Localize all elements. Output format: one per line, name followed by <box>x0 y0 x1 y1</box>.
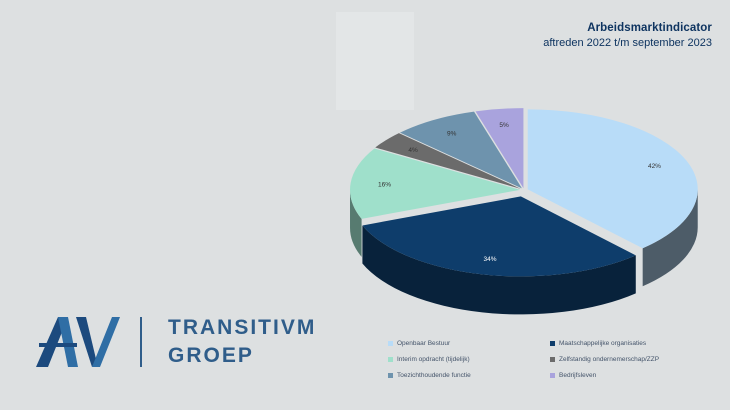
pie-slice-0 <box>527 109 698 249</box>
pie-data-label-3: 4% <box>408 147 418 154</box>
legend-label: Bedrijfsleven <box>559 372 597 379</box>
chart-legend: Openbaar Bestuur Maatschappelijke organis… <box>388 340 718 379</box>
title-block: Arbeidsmarktindicator aftreden 2022 t/m … <box>543 22 712 49</box>
legend-item: Zelfstandig ondernemerschap/ZZP <box>550 356 710 363</box>
legend-item: Bedrijfsleven <box>550 372 710 379</box>
pie-slice-5 <box>475 108 524 189</box>
pie-data-label-1: 34% <box>484 256 497 263</box>
chart-subtitle: aftreden 2022 t/m september 2023 <box>543 37 712 49</box>
legend-swatch <box>388 373 393 378</box>
legend-label: Toezichthoudende functie <box>397 372 471 379</box>
legend-label: Maatschappelijke organisaties <box>559 340 647 347</box>
legend-item: Maatschappelijke organisaties <box>550 340 710 347</box>
legend-swatch <box>550 341 555 346</box>
legend-swatch <box>388 341 393 346</box>
legend-item: Interim opdracht (tijdelijk) <box>388 356 550 363</box>
legend-label: Interim opdracht (tijdelijk) <box>397 356 470 363</box>
pie-side-0 <box>642 189 698 287</box>
logo-text-line2: GROEP <box>168 344 254 367</box>
legend-swatch <box>550 357 555 362</box>
pie-slice-4 <box>400 111 522 189</box>
background-panel <box>336 12 414 110</box>
legend-swatch <box>550 373 555 378</box>
legend-item: Toezichthoudende functie <box>388 372 550 379</box>
pie-side-2 <box>350 189 362 257</box>
pie-data-label-5: 5% <box>499 122 509 129</box>
pie-side-1 <box>362 225 636 315</box>
pie-slice-1 <box>362 196 636 277</box>
pie-slice-2 <box>350 148 521 219</box>
pie-data-label-2: 16% <box>378 181 391 188</box>
pie-slice-3 <box>375 133 521 189</box>
chart-title: Arbeidsmarktindicator <box>587 22 712 34</box>
logo-mark-icon <box>36 317 142 367</box>
logo-text-line1: TRANSITIVM <box>168 316 317 339</box>
transitivm-logo: TRANSITIVM GROEP <box>36 313 316 373</box>
legend-label: Zelfstandig ondernemerschap/ZZP <box>559 356 660 363</box>
pie-data-label-4: 9% <box>447 131 457 138</box>
legend-label: Openbaar Bestuur <box>397 340 451 347</box>
legend-swatch <box>388 357 393 362</box>
legend-item: Openbaar Bestuur <box>388 340 550 347</box>
pie-data-label-0: 42% <box>648 163 661 170</box>
